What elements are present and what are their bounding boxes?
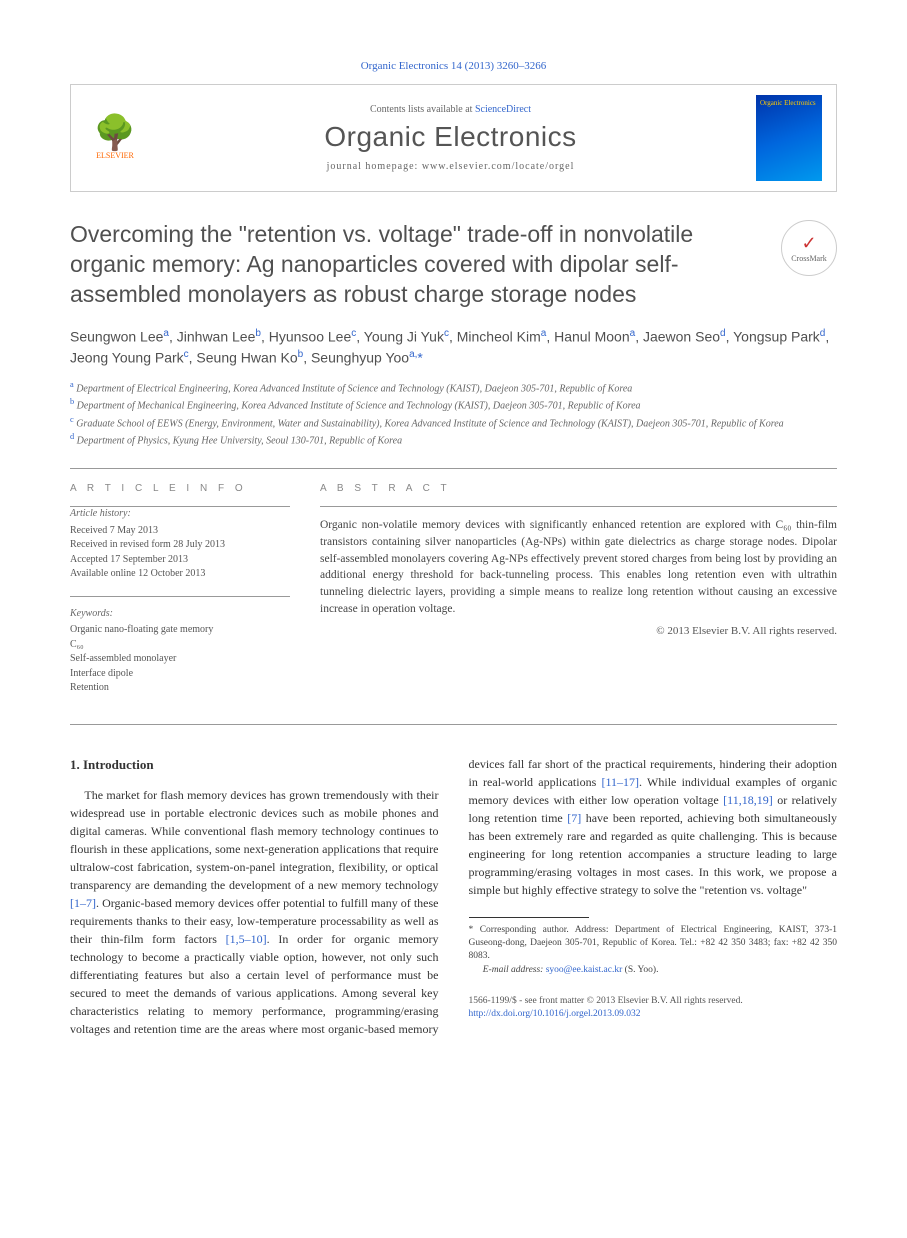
elsevier-tree-icon: 🌳 <box>94 117 136 151</box>
crossmark-icon: ✓ <box>801 233 816 254</box>
info-divider-2 <box>70 596 290 597</box>
keyword-line: C₆₀ <box>70 638 290 653</box>
corr-text: Corresponding author. Address: Departmen… <box>469 925 838 962</box>
history-line: Received 7 May 2013 <box>70 524 290 539</box>
keyword-line: Self-assembled monolayer <box>70 652 290 667</box>
keywords-label: Keywords: <box>70 607 290 622</box>
crossmark-badge[interactable]: ✓ CrossMark <box>781 220 837 276</box>
email-label: E-mail address: <box>483 965 546 975</box>
title-row: Overcoming the "retention vs. voltage" t… <box>70 220 837 310</box>
header-center: Contents lists available at ScienceDirec… <box>159 104 742 172</box>
email-suffix: (S. Yoo). <box>622 965 658 975</box>
journal-name: Organic Electronics <box>159 121 742 153</box>
corresponding-author-footnote: * Corresponding author. Address: Departm… <box>469 924 838 964</box>
body-two-column: 1. Introduction The market for flash mem… <box>70 755 837 1039</box>
corresponding-email-link[interactable]: syoo@ee.kaist.ac.kr <box>546 965 623 975</box>
article-page: Organic Electronics 14 (2013) 3260–3266 … <box>0 0 907 1078</box>
journal-header-box: 🌳 ELSEVIER Contents lists available at S… <box>70 84 837 192</box>
cover-thumb-title: Organic Electronics <box>760 99 818 107</box>
bottom-metadata: 1566-1199/$ - see front matter © 2013 El… <box>469 995 838 1022</box>
publisher-name: ELSEVIER <box>96 151 134 160</box>
citation-link-4[interactable]: [11,18,19] <box>723 793 773 807</box>
intro-text-2a: form factors <box>143 932 225 946</box>
introduction-section: 1. Introduction The market for flash mem… <box>70 755 837 1039</box>
abstract-text: Organic non-volatile memory devices with… <box>320 517 837 617</box>
elsevier-logo: 🌳 ELSEVIER <box>85 104 145 172</box>
homepage-url[interactable]: www.elsevier.com/locate/orgel <box>422 161 575 172</box>
contents-available-line: Contents lists available at ScienceDirec… <box>159 104 742 115</box>
abstract-copyright: © 2013 Elsevier B.V. All rights reserved… <box>320 625 837 637</box>
homepage-label: journal homepage: <box>327 161 422 172</box>
citation-link-2[interactable]: [1,5–10] <box>226 932 267 946</box>
keyword-line: Retention <box>70 681 290 696</box>
keyword-line: Organic nano-floating gate memory <box>70 623 290 638</box>
affiliation-line: d Department of Physics, Kyung Hee Unive… <box>70 431 837 448</box>
article-history-block: Article history: Received 7 May 2013Rece… <box>70 507 290 582</box>
divider-top <box>70 468 837 469</box>
citation-link-5[interactable]: [7] <box>567 811 581 825</box>
citation-link-1[interactable]: [1–7] <box>70 896 96 910</box>
footnote-block: * Corresponding author. Address: Departm… <box>469 917 838 1022</box>
article-title: Overcoming the "retention vs. voltage" t… <box>70 220 763 310</box>
history-line: Received in revised form 28 July 2013 <box>70 538 290 553</box>
keyword-line: Interface dipole <box>70 667 290 682</box>
abstract-column: A B S T R A C T Organic non-volatile mem… <box>320 483 837 710</box>
info-abstract-row: A R T I C L E I N F O Article history: R… <box>70 483 837 710</box>
section-1-heading: 1. Introduction <box>70 755 439 775</box>
affiliation-line: a Department of Electrical Engineering, … <box>70 379 837 396</box>
doi-link[interactable]: http://dx.doi.org/10.1016/j.orgel.2013.0… <box>469 1009 641 1019</box>
footnote-rule <box>469 917 589 918</box>
citation-header: Organic Electronics 14 (2013) 3260–3266 <box>70 60 837 72</box>
journal-homepage: journal homepage: www.elsevier.com/locat… <box>159 161 742 172</box>
email-footnote: E-mail address: syoo@ee.kaist.ac.kr (S. … <box>469 964 838 977</box>
abstract-heading: A B S T R A C T <box>320 483 837 494</box>
article-info-column: A R T I C L E I N F O Article history: R… <box>70 483 290 710</box>
contents-prefix: Contents lists available at <box>370 104 475 115</box>
crossmark-label: CrossMark <box>791 254 827 263</box>
keywords-block: Keywords: Organic nano-floating gate mem… <box>70 607 290 696</box>
journal-cover-thumbnail: Organic Electronics <box>756 95 822 181</box>
article-info-heading: A R T I C L E I N F O <box>70 483 290 494</box>
affiliations-list: a Department of Electrical Engineering, … <box>70 379 837 448</box>
history-line: Accepted 17 September 2013 <box>70 553 290 568</box>
sciencedirect-link[interactable]: ScienceDirect <box>475 104 531 115</box>
affiliation-line: c Graduate School of EEWS (Energy, Envir… <box>70 414 837 431</box>
history-label: Article history: <box>70 507 290 522</box>
history-line: Available online 12 October 2013 <box>70 567 290 582</box>
citation-link-3[interactable]: [11–17] <box>601 775 639 789</box>
abstract-divider <box>320 506 837 507</box>
authors-list: Seungwon Leea, Jinhwan Leeb, Hyunsoo Lee… <box>70 326 837 369</box>
issn-line: 1566-1199/$ - see front matter © 2013 El… <box>469 995 838 1008</box>
affiliation-line: b Department of Mechanical Engineering, … <box>70 396 837 413</box>
intro-text-1a: The market for flash memory devices has … <box>70 788 439 892</box>
divider-bottom <box>70 724 837 725</box>
